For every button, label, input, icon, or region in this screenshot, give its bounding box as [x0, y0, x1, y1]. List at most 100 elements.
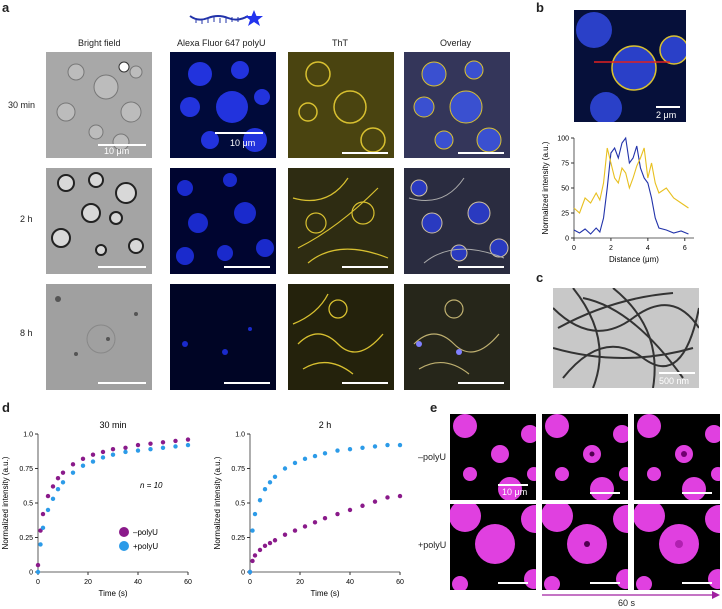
data-point: [302, 456, 308, 462]
data-point: [267, 480, 273, 485]
e-scalebar-label: 10 μm: [502, 487, 528, 497]
x-axis-label: Distance (μm): [609, 255, 659, 264]
x-tick-label: 4: [646, 245, 650, 252]
e-minus-t2: [634, 414, 720, 500]
y-tick-label: 0.75: [19, 466, 33, 473]
panel-b-scalebar-label: 2 μm: [656, 110, 677, 120]
data-point: [135, 448, 141, 453]
data-point: [70, 462, 76, 467]
data-point: [45, 507, 51, 513]
af-tile-30min: 10 μm: [170, 52, 276, 158]
legend-label: +polyU: [133, 542, 158, 551]
n-annotation: n = 10: [140, 481, 163, 490]
bf-tile-2h: [46, 168, 152, 274]
data-point: [292, 460, 298, 466]
data-point: [90, 459, 96, 464]
data-point: [360, 503, 365, 508]
data-point: [60, 480, 66, 485]
column-header-bright-field: Bright field: [78, 38, 121, 48]
overlay-tile-8h: [404, 284, 510, 390]
data-point: [302, 524, 308, 529]
x-tick-label: 0: [248, 579, 252, 586]
data-point: [397, 493, 403, 499]
panel-b-image: 2 μm: [574, 10, 686, 122]
e-minus-t1: [542, 414, 628, 500]
y-tick-label: 1.0: [23, 432, 33, 439]
data-point: [372, 499, 378, 504]
data-point: [247, 569, 253, 575]
x-tick-label: 40: [134, 579, 142, 586]
x-tick-label: 20: [296, 579, 304, 586]
data-point: [38, 542, 43, 547]
legend-label: –polyU: [133, 528, 158, 537]
af-tile-8h: [170, 284, 276, 390]
data-point: [347, 507, 353, 513]
x-axis-label: Time (s): [98, 589, 127, 598]
e-minus-t0: 10 μm: [450, 414, 536, 500]
data-point: [110, 446, 116, 452]
e-plus-t0: [450, 504, 536, 590]
data-point: [282, 532, 288, 537]
data-point: [257, 498, 263, 503]
af-tile-2h: [170, 168, 276, 274]
data-point: [397, 442, 403, 448]
data-point: [90, 452, 96, 457]
column-header-tht: ThT: [332, 38, 349, 48]
y-tick-label: 0: [565, 236, 569, 243]
y-axis-label: Normalized intensity (a.u.): [541, 141, 550, 234]
data-point: [80, 463, 86, 468]
data-point: [173, 444, 178, 449]
chart-title: 2 h: [319, 420, 332, 430]
tht-tile-2h: [288, 168, 394, 274]
panel-label-e: e: [430, 400, 438, 415]
data-point: [262, 543, 268, 548]
data-point: [148, 446, 153, 452]
y-tick-label: 50: [561, 186, 569, 193]
panel-d-left-chart: 0 20 40 60 0 0.25 0.5 0.75 1.0 Time (s) Normalized…: [1, 420, 192, 598]
data-point: [312, 453, 318, 459]
y-tick-label: 75: [561, 161, 569, 168]
panel-d-right-chart: 0 20 40 60 0 0.25 0.5 0.75 1.0 Time (s) Normalized…: [213, 420, 404, 598]
data-point: [272, 474, 278, 479]
data-point: [312, 520, 318, 525]
data-point: [335, 511, 340, 517]
data-point: [135, 442, 141, 448]
panel-label-a: a: [2, 0, 10, 15]
x-tick-label: 40: [346, 579, 354, 586]
data-point: [252, 553, 258, 558]
data-point: [45, 493, 51, 499]
e-plus-t2: [634, 504, 720, 590]
data-point: [267, 540, 273, 546]
y-tick-label: 25: [561, 211, 569, 218]
y-tick-label: 0.5: [23, 501, 33, 508]
data-point: [173, 438, 178, 444]
time-arrow-icon: [542, 591, 720, 599]
data-point: [272, 538, 278, 543]
overlay-tile-30min: [404, 52, 510, 158]
data-point: [262, 487, 268, 492]
data-point: [372, 444, 378, 449]
y-tick-label: 100: [557, 136, 569, 143]
data-point: [160, 440, 166, 445]
data-point: [40, 511, 46, 517]
data-point: [185, 437, 191, 442]
y-tick-label: 0: [241, 570, 245, 577]
e-plus-t1: [542, 504, 628, 590]
x-tick-label: 0: [572, 245, 576, 252]
y-tick-label: 0.25: [231, 535, 245, 542]
data-point: [252, 511, 258, 517]
data-point: [250, 528, 255, 533]
legend-marker: [119, 541, 129, 551]
e-row-label-minus: –polyU: [418, 452, 447, 462]
data-point: [70, 470, 76, 475]
legend-marker: [119, 527, 129, 537]
series-line: [573, 147, 689, 214]
data-point: [322, 515, 328, 521]
y-tick-label: 0.75: [231, 466, 245, 473]
data-point: [292, 528, 298, 533]
data-point: [322, 451, 328, 456]
data-point: [360, 445, 365, 450]
x-tick-label: 60: [184, 579, 192, 586]
data-point: [80, 456, 86, 462]
panel-b-chart: 0 2 4 6 0 25 50 75 100 Distance (μm) Normalized in…: [541, 136, 694, 264]
